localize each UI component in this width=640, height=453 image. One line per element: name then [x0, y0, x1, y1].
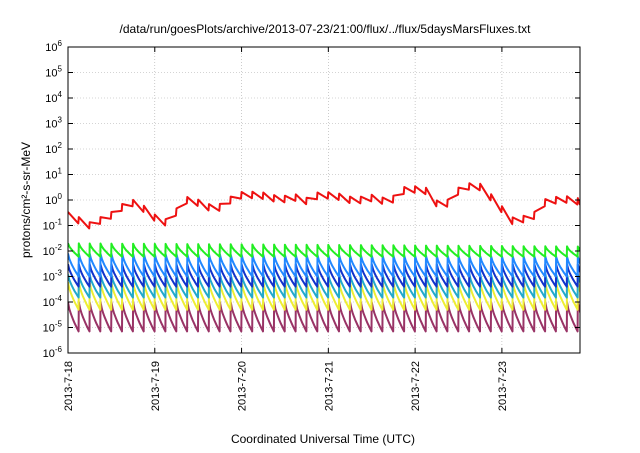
x-tick-label: 2013-7-21 — [323, 361, 335, 411]
y-tick-label: 102 — [45, 141, 62, 156]
tick-marks — [67, 46, 580, 354]
y-axis-title: protons/cm²-s-sr-MeV — [19, 142, 33, 258]
series-line — [68, 182, 580, 230]
y-tick-labels: 10-6 10-5 10-4 10-3 10-2 10-1 100 101 102 103 104 1… — [43, 39, 63, 360]
x-tick-label: 2013-7-19 — [150, 361, 162, 411]
y-tick-label: 10-6 — [43, 345, 63, 360]
x-tick-label: 2013-7-18 — [63, 361, 75, 411]
chart-title: /data/run/goesPlots/archive/2013-07-23/2… — [120, 22, 532, 36]
series-line — [68, 252, 580, 278]
y-tick-label: 10-5 — [43, 320, 63, 335]
y-tick-label: 104 — [45, 90, 62, 105]
series-line — [68, 273, 580, 299]
series-line — [68, 281, 580, 311]
x-tick-label: 2013-7-23 — [497, 361, 509, 411]
y-tick-label: 103 — [45, 116, 62, 131]
y-tick-label: 100 — [45, 192, 62, 207]
y-tick-label: 101 — [45, 167, 62, 182]
series-line — [68, 242, 580, 258]
x-tick-label: 2013-7-22 — [410, 361, 422, 411]
y-tick-label: 10-3 — [43, 269, 63, 284]
y-tick-label: 10-4 — [43, 294, 63, 309]
series-line — [68, 263, 580, 288]
y-tick-label: 106 — [45, 39, 62, 54]
y-tick-label: 10-1 — [43, 218, 63, 233]
y-tick-label: 105 — [45, 65, 62, 80]
x-tick-label: 2013-7-20 — [237, 361, 249, 411]
series-line — [68, 301, 580, 333]
x-axis-title: Coordinated Universal Time (UTC) — [231, 432, 415, 446]
y-tick-label: 10-2 — [43, 243, 63, 258]
series-layer — [68, 182, 580, 333]
x-tick-labels: 2013-7-18 2013-7-19 2013-7-20 2013-7-21 2013… — [63, 361, 509, 411]
